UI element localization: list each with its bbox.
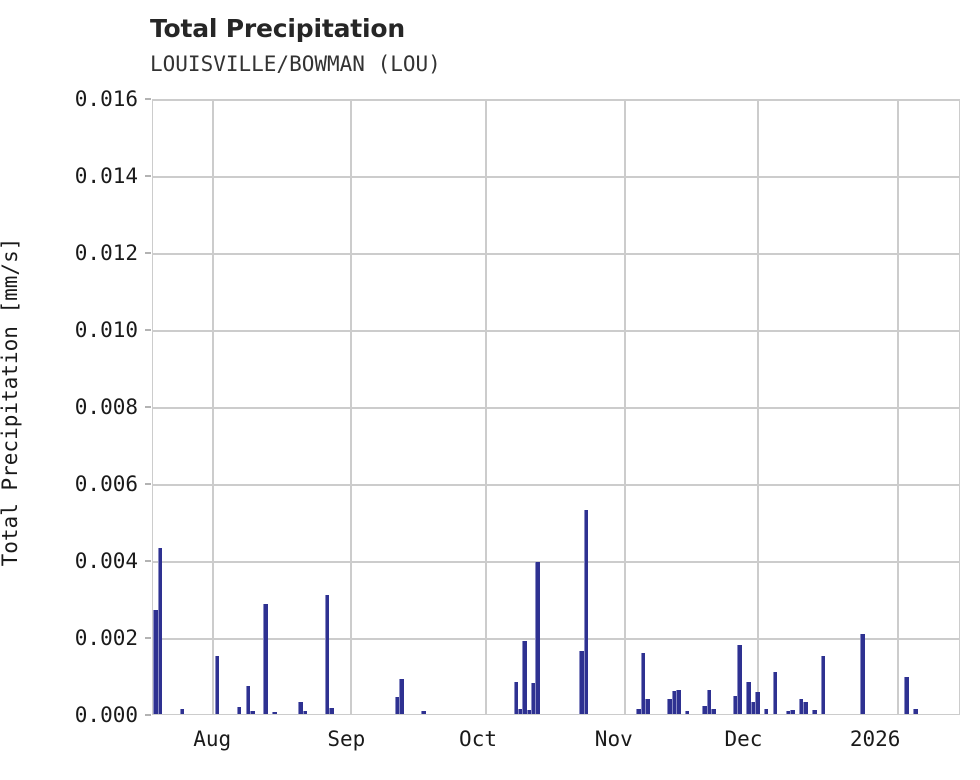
chart-subtitle: LOUISVILLE/BOWMAN (LOU) (150, 52, 441, 76)
gridline-horizontal (153, 330, 959, 332)
y-axis-tick-label: 0.012 (74, 241, 138, 265)
bar (755, 691, 760, 714)
bar (421, 710, 426, 714)
y-axis-tick-mark (145, 714, 151, 716)
y-axis-tick-mark (145, 560, 151, 562)
bar (763, 709, 769, 714)
x-axis-tick-label: Nov (594, 727, 633, 751)
y-axis-tick-label: 0.010 (74, 318, 138, 342)
bar (298, 702, 303, 714)
y-axis-tick-label: 0.004 (74, 549, 138, 573)
plot-area (152, 99, 960, 715)
bar (904, 677, 909, 714)
bar (706, 689, 712, 714)
x-axis-tick-label: Oct (459, 727, 497, 751)
gridline-vertical (624, 100, 626, 714)
bar (711, 709, 716, 714)
y-axis-tick-label: 0.000 (74, 703, 138, 727)
gridline-horizontal (153, 638, 959, 640)
bar (790, 710, 795, 714)
gridline-horizontal (153, 407, 959, 409)
y-axis-tick-label: 0.006 (74, 472, 138, 496)
bar (517, 709, 523, 714)
bar (702, 706, 707, 714)
bar (513, 681, 519, 714)
bar (579, 650, 584, 714)
bar (746, 681, 751, 714)
y-axis-tick-mark (145, 175, 151, 177)
bar (645, 699, 650, 714)
bar (640, 653, 646, 714)
bar (526, 710, 532, 714)
x-axis-tick-label: 2026 (849, 727, 901, 751)
bar (302, 710, 308, 714)
bar (522, 640, 527, 714)
bar (676, 690, 681, 714)
y-axis-tick-label: 0.002 (74, 626, 138, 650)
bar (750, 702, 756, 714)
bar (329, 707, 334, 714)
gridline-vertical (897, 100, 899, 714)
gridline-horizontal (153, 561, 959, 563)
bar (798, 698, 804, 714)
bar (913, 709, 918, 714)
bar (583, 509, 589, 714)
bar (324, 594, 330, 714)
y-axis-tick-mark (145, 329, 151, 331)
bar (531, 683, 536, 714)
bar (671, 690, 677, 714)
bar (733, 695, 738, 714)
y-axis-tick-mark (145, 483, 151, 485)
bar (535, 561, 540, 714)
y-axis-tick-label: 0.008 (74, 395, 138, 419)
bar (785, 710, 791, 714)
gridline-vertical (212, 100, 214, 714)
bar (803, 702, 808, 714)
bar (272, 712, 277, 714)
bar (684, 710, 690, 714)
bar (667, 698, 672, 714)
y-axis-tick-mark (145, 406, 151, 408)
bar (157, 547, 163, 714)
gridline-horizontal (153, 484, 959, 486)
bar (263, 604, 268, 714)
bar (214, 656, 220, 714)
gridline-horizontal (153, 253, 959, 255)
bar-series (153, 100, 959, 714)
gridline-vertical (485, 100, 487, 714)
bar (399, 678, 404, 714)
bar (394, 696, 400, 714)
bar (812, 710, 817, 714)
bar (860, 634, 865, 714)
bar (636, 708, 641, 714)
bar (179, 709, 185, 714)
gridline-vertical (350, 100, 352, 714)
bar (737, 645, 742, 714)
y-axis-tick-mark (145, 637, 151, 639)
bar (250, 710, 255, 714)
gridline-vertical (757, 100, 759, 714)
bar (772, 671, 778, 714)
bar (236, 706, 242, 714)
y-axis-tick-label: 0.016 (74, 87, 138, 111)
x-axis-tick-label: Sep (327, 727, 366, 751)
x-axis-tick-label: Dec (724, 727, 763, 751)
gridline-horizontal (153, 176, 959, 178)
y-axis-tick-mark (145, 252, 151, 254)
y-axis-tick-mark (145, 98, 151, 100)
chart-title: Total Precipitation (150, 14, 405, 43)
bar (820, 655, 826, 714)
y-axis-tick-label: 0.014 (74, 164, 138, 188)
x-axis-tick-label: Aug (193, 727, 232, 751)
bar (245, 685, 251, 714)
gridline-horizontal (153, 99, 959, 101)
bar (153, 610, 158, 714)
